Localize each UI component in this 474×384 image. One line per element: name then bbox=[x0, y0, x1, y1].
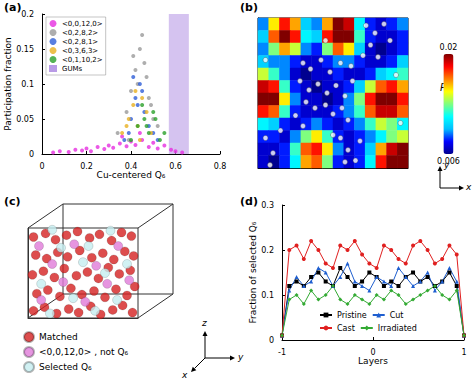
svg-text:z: z bbox=[201, 318, 207, 328]
svg-text:<0,2,8,2>: <0,2,8,2> bbox=[62, 29, 98, 37]
svg-text:0: 0 bbox=[29, 150, 34, 159]
svg-text:0.1: 0.1 bbox=[21, 80, 34, 89]
svg-text:Cu-centered Q₆: Cu-centered Q₆ bbox=[97, 170, 166, 180]
svg-text:0.15: 0.15 bbox=[16, 45, 34, 54]
svg-text:x: x bbox=[465, 182, 472, 192]
svg-text:Participation fraction: Participation fraction bbox=[3, 37, 13, 131]
svg-text:(c): (c) bbox=[4, 195, 21, 208]
svg-text:0.05: 0.05 bbox=[16, 115, 34, 124]
svg-text:y: y bbox=[237, 352, 244, 362]
svg-text:0.6: 0.6 bbox=[169, 162, 182, 171]
svg-text:Pristine: Pristine bbox=[337, 311, 367, 320]
svg-text:0.2: 0.2 bbox=[80, 162, 93, 171]
svg-text:<0,3,6,3>: <0,3,6,3> bbox=[62, 47, 98, 55]
svg-text:0.3: 0.3 bbox=[261, 201, 274, 210]
svg-text:0: 0 bbox=[269, 336, 274, 345]
svg-text:Fraction of selected Q₆: Fraction of selected Q₆ bbox=[248, 221, 258, 323]
svg-text:<0,0,12,0>: <0,0,12,0> bbox=[62, 20, 103, 28]
svg-text:0.2: 0.2 bbox=[21, 10, 34, 19]
svg-text:0.8: 0.8 bbox=[214, 162, 227, 171]
svg-text:0.2: 0.2 bbox=[261, 246, 274, 255]
svg-text:0.006: 0.006 bbox=[437, 157, 460, 166]
svg-text:0.1: 0.1 bbox=[261, 291, 274, 300]
svg-text:0.02: 0.02 bbox=[440, 43, 458, 52]
svg-text:Layers: Layers bbox=[358, 356, 388, 366]
svg-text:Cut: Cut bbox=[390, 311, 404, 320]
svg-text:<0,1,10,2>: <0,1,10,2> bbox=[62, 56, 103, 64]
svg-text:<0,2,8,1>: <0,2,8,1> bbox=[62, 38, 98, 46]
svg-text:(a): (a) bbox=[4, 1, 21, 14]
svg-text:0: 0 bbox=[39, 162, 44, 171]
svg-text:Selected Q₆: Selected Q₆ bbox=[39, 362, 92, 372]
svg-text:1: 1 bbox=[461, 348, 466, 357]
svg-text:<0,0,12,0> , not Q₆: <0,0,12,0> , not Q₆ bbox=[39, 347, 129, 357]
svg-text:(b): (b) bbox=[240, 1, 258, 14]
svg-text:GUMs: GUMs bbox=[62, 65, 83, 73]
svg-text:Matched: Matched bbox=[39, 332, 78, 342]
svg-text:Irradiated: Irradiated bbox=[378, 324, 417, 333]
svg-text:0.4: 0.4 bbox=[125, 162, 138, 171]
svg-text:0: 0 bbox=[370, 348, 375, 357]
svg-text:x: x bbox=[181, 370, 188, 380]
svg-text:Cast: Cast bbox=[337, 324, 355, 333]
svg-text:(d): (d) bbox=[240, 195, 258, 208]
svg-text:-1: -1 bbox=[278, 348, 286, 357]
